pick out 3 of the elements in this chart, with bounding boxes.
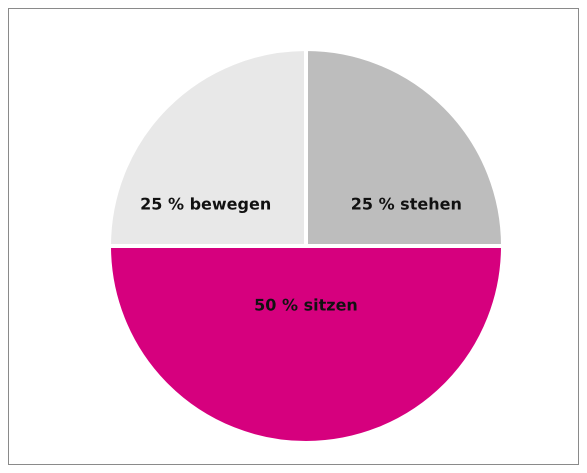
slice-label: 50 % sitzen bbox=[254, 296, 358, 315]
slice-label: 25 % bewegen bbox=[140, 194, 272, 214]
slice-label: 25 % stehen bbox=[350, 194, 462, 214]
